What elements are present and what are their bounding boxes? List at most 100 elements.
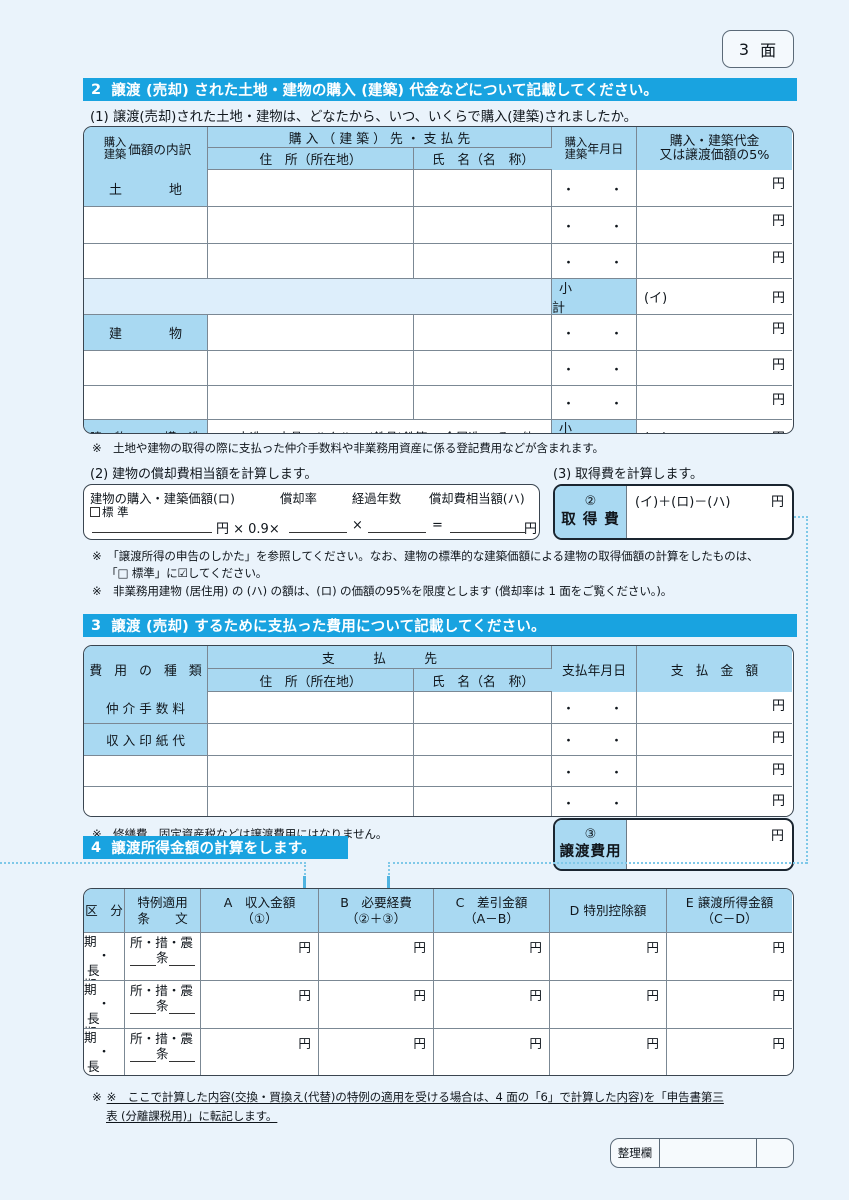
row-income-0[interactable]: 円 [201,933,319,981]
subtotal-i-value[interactable]: (イ) 円 [637,279,792,315]
checkbox-icon[interactable] [356,432,367,433]
building-date-input-0[interactable]: ・ ・ [552,315,637,351]
row-label-land[interactable]: 土 地 [84,170,208,207]
row-difference-0[interactable]: 円 [434,933,550,981]
land-amount-input-2[interactable]: 円 [637,244,792,279]
acquisition-cost-text: 取 得 費 [561,511,620,528]
dep-input-years[interactable] [368,532,426,533]
row-expenses-2[interactable]: 円 [319,1029,434,1075]
expense-amount-input-2[interactable]: 円 [637,756,792,787]
row-transfer-income-1[interactable]: 円 [667,981,792,1029]
structure-option-steel-rc[interactable]: (鉄骨)鉄筋 [356,428,428,433]
land-date-input-1[interactable]: ・ ・ [552,207,637,244]
building-date-input-1[interactable]: ・ ・ [552,351,637,386]
expense-name-input-1[interactable] [414,724,552,756]
row-transfer-income-2[interactable]: 円 [667,1029,792,1075]
row-expenses-1[interactable]: 円 [319,981,434,1029]
checkbox-icon[interactable] [484,432,495,433]
expense-address-input-0[interactable] [208,692,414,724]
dep-input-rate[interactable] [289,532,347,533]
checkbox-icon[interactable] [431,432,442,433]
expense-address-input-1[interactable] [208,724,414,756]
expense-address-input-3[interactable] [208,787,414,816]
row-category-1[interactable]: 短 期 ・ 長 期 [84,981,125,1029]
seiriran-field-2[interactable] [757,1139,793,1167]
acquisition-cost-value[interactable]: (イ)＋(ロ)－(ハ) 円 [627,486,792,538]
row-label-land-2[interactable] [84,207,208,244]
structure-option-wood[interactable]: 木造 [225,428,262,433]
dep-input-building-price[interactable] [92,532,212,533]
expense-label-3[interactable] [84,787,208,816]
row-label-building-2[interactable] [84,351,208,386]
dep-input-amount[interactable] [450,532,525,533]
expense-amount-input-3[interactable]: 円 [637,787,792,816]
building-date-input-2[interactable]: ・ ・ [552,386,637,420]
land-address-input-0[interactable] [208,170,414,207]
building-amount-input-1[interactable]: 円 [637,351,792,386]
building-address-input-2[interactable] [208,386,414,420]
seiriran-field-1[interactable] [660,1139,757,1167]
expense-date-input-2[interactable]: ・ ・ [552,756,637,787]
structure-option-other[interactable]: その他 [484,428,534,433]
expense-label-stamp[interactable]: 収 入 印 紙 代 [84,724,208,756]
building-address-input-1[interactable] [208,351,414,386]
expense-date-input-0[interactable]: ・ ・ [552,692,637,724]
building-name-input-2[interactable] [414,386,552,420]
expense-name-input-3[interactable] [414,787,552,816]
row-transfer-income-0[interactable]: 円 [667,933,792,981]
row-category-2[interactable]: 短 期 ・ 長 期 [84,1029,125,1075]
expense-amount-input-0[interactable]: 円 [637,692,792,724]
row-law-1[interactable]: 所・措・震 条 [125,981,201,1029]
building-name-input-1[interactable] [414,351,552,386]
row-label-land-3[interactable] [84,244,208,279]
expense-amount-input-1[interactable]: 円 [637,724,792,756]
row-deduction-0[interactable]: 円 [550,933,667,981]
transfer-expense-value[interactable]: 円 [627,820,792,869]
row-difference-1[interactable]: 円 [434,981,550,1029]
expense-date-input-3[interactable]: ・ ・ [552,787,637,816]
subtotal-ro-value[interactable]: (ロ) 円 [637,420,792,433]
row-expenses-0[interactable]: 円 [319,933,434,981]
row-law-2[interactable]: 所・措・震 条 [125,1029,201,1075]
expense-name-input-0[interactable] [414,692,552,724]
law-article-input-1[interactable] [130,1002,156,1014]
building-address-input-0[interactable] [208,315,414,351]
land-date-input-2[interactable]: ・ ・ [552,244,637,279]
checkbox-icon[interactable] [265,432,276,433]
checkbox-icon[interactable] [225,432,236,433]
land-amount-input-0[interactable]: 円 [637,170,792,207]
expense-label-brokerage[interactable]: 仲 介 手 数 料 [84,692,208,724]
row-deduction-1[interactable]: 円 [550,981,667,1029]
standard-checkbox-row[interactable]: 標 準 [90,504,129,520]
row-label-building[interactable]: 建 物 [84,315,208,351]
land-name-input-2[interactable] [414,244,552,279]
land-address-input-2[interactable] [208,244,414,279]
land-address-input-1[interactable] [208,207,414,244]
building-amount-input-2[interactable]: 円 [637,386,792,420]
row-income-2[interactable]: 円 [201,1029,319,1075]
expense-label-2[interactable] [84,756,208,787]
building-name-input-0[interactable] [414,315,552,351]
expense-name-input-2[interactable] [414,756,552,787]
land-date-input-0[interactable]: ・ ・ [552,170,637,207]
row-label-building-3[interactable] [84,386,208,420]
land-name-input-0[interactable] [414,170,552,207]
law-sub-input-1[interactable] [168,1002,195,1014]
land-name-input-1[interactable] [414,207,552,244]
row-income-1[interactable]: 円 [201,981,319,1029]
law-sub-input-2[interactable] [168,1050,195,1062]
row-law-0[interactable]: 所・措・震 条 [125,933,201,981]
law-article-input-0[interactable] [130,954,156,966]
expense-address-input-2[interactable] [208,756,414,787]
structure-option-metal[interactable]: 金属造 [431,428,481,433]
checkbox-icon[interactable] [90,507,100,517]
row-deduction-2[interactable]: 円 [550,1029,667,1075]
row-difference-2[interactable]: 円 [434,1029,550,1075]
law-article-input-2[interactable] [130,1050,156,1062]
land-amount-input-1[interactable]: 円 [637,207,792,244]
building-amount-input-0[interactable]: 円 [637,315,792,351]
expense-date-input-1[interactable]: ・ ・ [552,724,637,756]
structure-option-mortar[interactable]: 木骨モルタル [265,428,352,433]
law-sub-input-0[interactable] [168,954,195,966]
row-category-0[interactable]: 短 期 ・ 長 期 [84,933,125,981]
